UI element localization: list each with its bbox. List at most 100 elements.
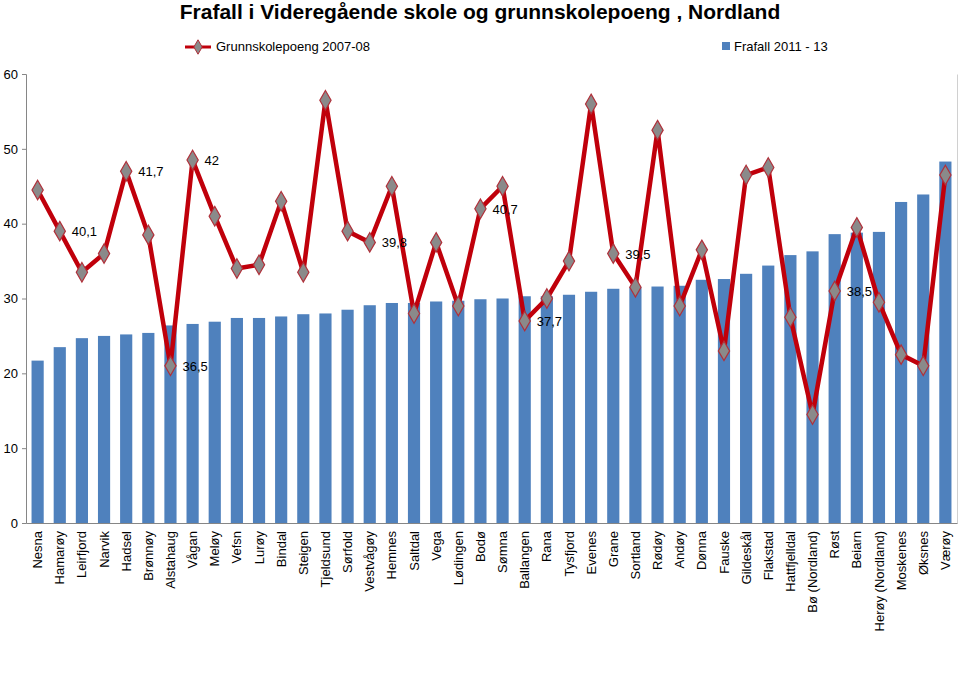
x-tick-label: Vega: [429, 530, 444, 560]
plot-marks: [32, 90, 952, 523]
bar: [851, 233, 863, 523]
y-tick-label: 0: [11, 516, 18, 531]
x-tick-label: Dønna: [694, 530, 709, 570]
marker: [342, 221, 353, 241]
y-tick: 40: [4, 216, 26, 231]
x-tick-label: Lødingen: [451, 531, 466, 585]
x-tick: Meløy: [207, 523, 222, 566]
x-tick-label: Hadsel: [119, 531, 134, 572]
bar: [253, 318, 265, 523]
x-tick-label: Ballangen: [517, 531, 532, 589]
y-axis: 0102030405060: [4, 67, 27, 531]
bar: [474, 299, 486, 523]
y2-axis: [957, 75, 958, 524]
marker: [209, 206, 220, 226]
x-tick: Hattfjelldal: [783, 523, 798, 592]
marker: [320, 90, 331, 110]
x-tick-label: Vågan: [185, 531, 200, 569]
marker: [386, 176, 397, 196]
x-tick-label: Tysfjord: [562, 531, 577, 577]
y-tick-mark: [22, 149, 26, 150]
x-tick: Leirfjord: [74, 523, 89, 578]
x-tick-label: Sortland: [628, 531, 643, 579]
x-tick: Nesna: [30, 523, 45, 569]
bar: [142, 333, 154, 523]
marker: [718, 341, 729, 361]
bar: [164, 325, 176, 523]
y-tick: 10: [4, 441, 26, 456]
marker: [652, 120, 663, 140]
bar: [696, 280, 708, 523]
marker: [829, 281, 840, 301]
bar: [895, 202, 907, 523]
x-tick: Hamarøy: [52, 523, 67, 584]
marker: [32, 180, 43, 200]
data-label: 39,8: [382, 235, 407, 250]
x-tick: Lurøy: [252, 523, 267, 564]
bar: [762, 266, 774, 523]
marker: [253, 255, 264, 275]
marker: [276, 191, 287, 211]
x-tick-label: Lurøy: [252, 531, 267, 565]
marker: [763, 158, 774, 178]
x-tick: Bindal: [274, 523, 289, 567]
x-tick-label: Bø (Nordland): [805, 531, 820, 613]
bar: [629, 287, 641, 523]
x-tick-label: Meløy: [207, 531, 222, 567]
x-tick: Sortland: [628, 523, 643, 579]
bar: [563, 295, 575, 523]
x-tick-label: Hattfjelldal: [783, 531, 798, 592]
chart: Frafall i Videregående skole og grunnsko…: [0, 0, 960, 691]
marker: [807, 405, 818, 425]
data-label: 39,5: [625, 247, 650, 262]
y-tick: 0: [11, 516, 26, 531]
x-tick-label: Vefsn: [229, 531, 244, 564]
y-tick-mark: [22, 74, 26, 75]
x-tick: Flakstad: [761, 523, 776, 580]
x-tick-label: Alstahaug: [163, 531, 178, 589]
bar: [32, 361, 44, 523]
bar: [651, 287, 663, 523]
x-tick-label: Hemnes: [384, 531, 399, 580]
bar: [430, 301, 442, 523]
data-label: 36,5: [182, 359, 207, 374]
marker: [54, 221, 65, 241]
marker: [563, 251, 574, 271]
x-tick: Evenes: [584, 523, 599, 574]
bar: [275, 316, 287, 523]
bar: [408, 303, 420, 523]
data-label: 41,7: [138, 164, 163, 179]
bar: [209, 322, 221, 523]
marker: [918, 356, 929, 376]
marker: [453, 296, 464, 316]
bar: [319, 313, 331, 523]
marker: [851, 218, 862, 238]
x-tick-label: Grane: [606, 531, 621, 567]
bar: [496, 299, 508, 524]
legend-item: Frafall 2011 - 13: [722, 39, 828, 54]
x-tick: Hemnes: [384, 523, 399, 579]
x-tick: Vågan: [185, 523, 200, 569]
marker: [165, 356, 176, 376]
bar: [541, 296, 553, 523]
y-tick-label: 30: [4, 291, 18, 306]
x-tick-label: Moskenes: [894, 531, 909, 591]
bar: [452, 301, 464, 523]
bar: [386, 303, 398, 523]
x-tick: Vestvågøy: [362, 523, 377, 592]
data-label: 42: [205, 153, 219, 168]
markers: [32, 90, 951, 424]
marker: [298, 263, 309, 283]
x-tick: Grane: [606, 523, 621, 567]
x-tick-label: Nesna: [30, 530, 45, 568]
marker: [187, 150, 198, 170]
y-tick: 20: [4, 366, 26, 381]
legend-label: Grunnskolepoeng 2007-08: [216, 39, 370, 54]
y-tick-mark: [22, 224, 26, 225]
legend-label: Frafall 2011 - 13: [734, 39, 828, 54]
data-label: 37,7: [537, 314, 562, 329]
x-tick: Sømna: [495, 523, 510, 573]
bar: [873, 232, 885, 523]
x-tick-label: Andøy: [672, 531, 687, 569]
x-tick-label: Bodø: [473, 531, 488, 562]
